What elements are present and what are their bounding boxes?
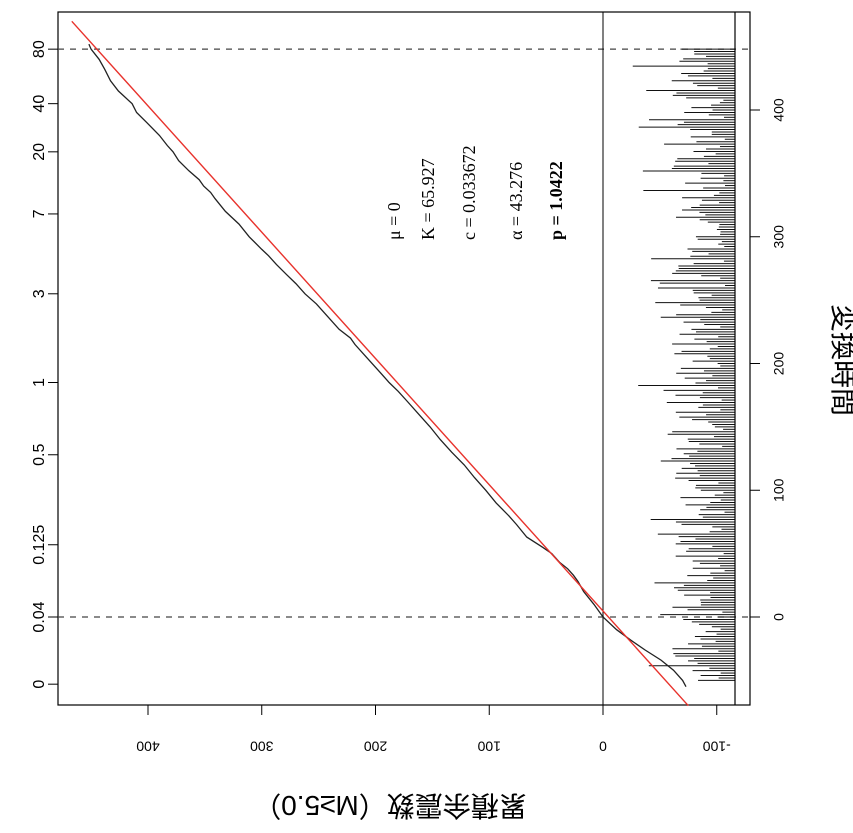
x-axis-title: 累積余震数（M≥5.0） [253,790,527,821]
left-tick-label: 80 [31,40,48,58]
bottom-tick-label: 100 [477,738,501,754]
event-spikes [632,12,736,705]
bottom-tick-label: -100 [703,738,731,754]
left-tick-label: 0 [31,680,48,689]
right-tick-label: 200 [771,352,787,376]
reference-lines [58,12,750,705]
right-tick-label: 100 [771,478,787,502]
right-axis-ticks: 0 100 200 300 400 [749,12,787,705]
right-tick-label: 300 [771,225,787,249]
left-tick-label: 0.5 [31,444,48,466]
left-tick-label: 0.125 [31,525,48,565]
right-tick-label: 0 [771,613,787,621]
param-p: p = 1.0422 [546,161,566,240]
left-axis-ticks: 0 0.04 0.125 0.5 1 3 7 20 40 80 [31,40,58,689]
param-c: c = 0.033672 [459,145,479,240]
param-alpha: α = 43.276 [506,162,526,240]
model-fit-line [71,20,689,707]
observed-cumulative-line [88,43,687,688]
left-tick-label: 0.04 [31,601,48,632]
left-tick-label: 20 [31,143,48,161]
bottom-tick-label: 300 [250,738,274,754]
bottom-tick-label: 200 [364,738,388,754]
y-axis-title: 変換時間 [828,304,853,416]
ylabel-mask [812,236,853,481]
left-tick-label: 3 [31,289,48,298]
series-layer [71,20,689,707]
right-tick-label: 400 [771,98,787,122]
white-mask-left [97,193,123,563]
white-mask-params [462,84,570,439]
param-mu: μ = 0 [384,202,404,240]
param-K: K = 65.927 [418,158,438,240]
bottom-tick-label: 0 [599,738,607,754]
bottom-tick-label: 400 [136,738,160,754]
xlabel-mask [183,770,598,822]
left-tick-label: 40 [31,95,48,113]
bottom-axis-ticks: 400 300 200 100 0 -100 [136,705,731,754]
left-tick-label: 7 [31,209,48,218]
parameter-annotation: μ = 0 K = 65.927 c = 0.033672 α = 43.276… [384,145,566,240]
left-tick-label: 1 [31,378,48,387]
